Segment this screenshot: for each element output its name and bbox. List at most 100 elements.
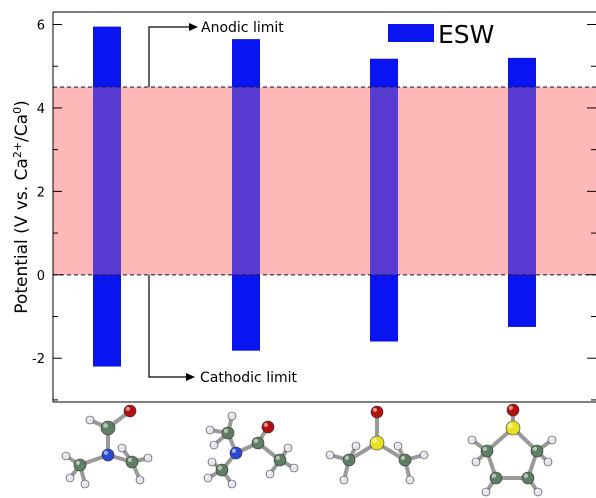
atom-highlight xyxy=(231,448,236,453)
atom xyxy=(405,475,415,485)
atom-highlight xyxy=(421,452,424,455)
atom xyxy=(123,404,137,418)
atom xyxy=(65,473,75,483)
atom-highlight xyxy=(275,455,280,460)
legend: ESW xyxy=(388,20,494,49)
atom xyxy=(489,471,503,485)
y-axis-title-superscript: 0 xyxy=(11,107,24,114)
atom-highlight xyxy=(353,443,356,446)
atom xyxy=(221,426,235,440)
legend-label-esw: ESW xyxy=(438,20,494,49)
atom-highlight xyxy=(473,459,476,462)
atom xyxy=(289,463,299,473)
atom xyxy=(521,471,535,485)
atom-highlight xyxy=(229,481,233,484)
atom-highlight xyxy=(344,455,349,460)
atom-highlight xyxy=(491,473,496,478)
atom-highlight xyxy=(549,437,552,440)
atom xyxy=(209,440,219,450)
atom-highlight xyxy=(327,452,330,455)
atom xyxy=(227,479,237,489)
anodic-arrow xyxy=(148,26,190,88)
atom xyxy=(325,450,335,460)
atom-highlight xyxy=(469,437,472,440)
atom xyxy=(339,475,349,485)
cathodic-limit-label: Cathodic limit xyxy=(200,370,298,386)
atom xyxy=(101,448,115,462)
y-axis-title-part: ) xyxy=(12,100,32,107)
dimethylacetamide-molecule-icon xyxy=(203,411,299,489)
atom-highlight xyxy=(119,445,122,448)
atom-highlight xyxy=(253,438,258,443)
cathodic-arrow xyxy=(148,274,186,378)
atom-highlight xyxy=(545,459,548,462)
atom xyxy=(480,444,494,458)
atom-highlight xyxy=(285,445,288,448)
y-axis: -2 0 2 4 6 xyxy=(32,11,596,403)
atom-highlight xyxy=(400,455,405,460)
stability-band-overlay xyxy=(53,87,596,275)
atom xyxy=(85,415,95,425)
cathodic-arrow-head xyxy=(186,373,195,381)
atom xyxy=(135,475,145,485)
atom-highlight xyxy=(229,413,233,416)
atom-highlight xyxy=(395,443,398,446)
atom-highlight xyxy=(535,489,538,492)
atom xyxy=(342,453,356,467)
y-tick-label: 0 xyxy=(37,269,45,284)
atom xyxy=(351,441,361,451)
y-axis-title-superscript: 2+ xyxy=(11,142,24,158)
anodic-limit-label: Anodic limit xyxy=(201,20,284,36)
atom-highlight xyxy=(482,446,487,451)
atom-highlight xyxy=(137,477,141,480)
atom-highlight xyxy=(125,406,130,411)
atom-highlight xyxy=(211,442,215,445)
y-tick-label: 2 xyxy=(37,185,45,200)
atom-highlight xyxy=(75,460,80,465)
atom-highlight xyxy=(103,450,108,455)
atom-highlight xyxy=(523,473,529,478)
atom xyxy=(481,487,491,497)
atom-highlight xyxy=(127,457,132,462)
atom xyxy=(543,457,553,467)
atom xyxy=(215,463,229,477)
atom xyxy=(265,469,275,479)
atom-highlight xyxy=(63,453,66,456)
atom-highlight xyxy=(372,407,377,412)
atom xyxy=(143,453,153,463)
atom xyxy=(117,443,127,453)
y-axis-title-part: /Ca xyxy=(12,114,32,142)
atom xyxy=(547,435,557,445)
atom-highlight xyxy=(103,423,109,428)
atom-highlight xyxy=(267,471,270,474)
sulfolane-molecule-icon xyxy=(467,403,557,497)
esw-bar xyxy=(232,39,260,351)
atom xyxy=(506,403,520,417)
y-tick-label: 6 xyxy=(37,19,45,34)
atom xyxy=(370,405,384,419)
atom-highlight xyxy=(291,465,294,468)
dimethylformamide-molecule-icon xyxy=(61,404,153,489)
atom-highlight xyxy=(372,438,377,443)
atom xyxy=(203,473,213,483)
atom xyxy=(100,420,116,436)
atom xyxy=(393,441,403,451)
atom xyxy=(533,487,543,497)
plot-area xyxy=(53,26,596,367)
atom xyxy=(61,451,71,461)
y-tick-label: 4 xyxy=(37,102,45,117)
atom-highlight xyxy=(508,423,513,428)
atom-highlight xyxy=(209,459,213,462)
atom-highlight xyxy=(263,422,268,427)
atom xyxy=(229,446,243,460)
atom-highlight xyxy=(145,455,149,458)
y-axis-title-part: Potential (V vs. Ca xyxy=(12,158,32,314)
atom xyxy=(398,453,412,467)
atom-highlight xyxy=(207,427,211,430)
atom-highlight xyxy=(223,428,228,433)
esw-bar xyxy=(508,57,536,327)
atom xyxy=(273,453,287,467)
molecule-row xyxy=(61,403,557,497)
y-tick-label: -2 xyxy=(32,352,45,367)
